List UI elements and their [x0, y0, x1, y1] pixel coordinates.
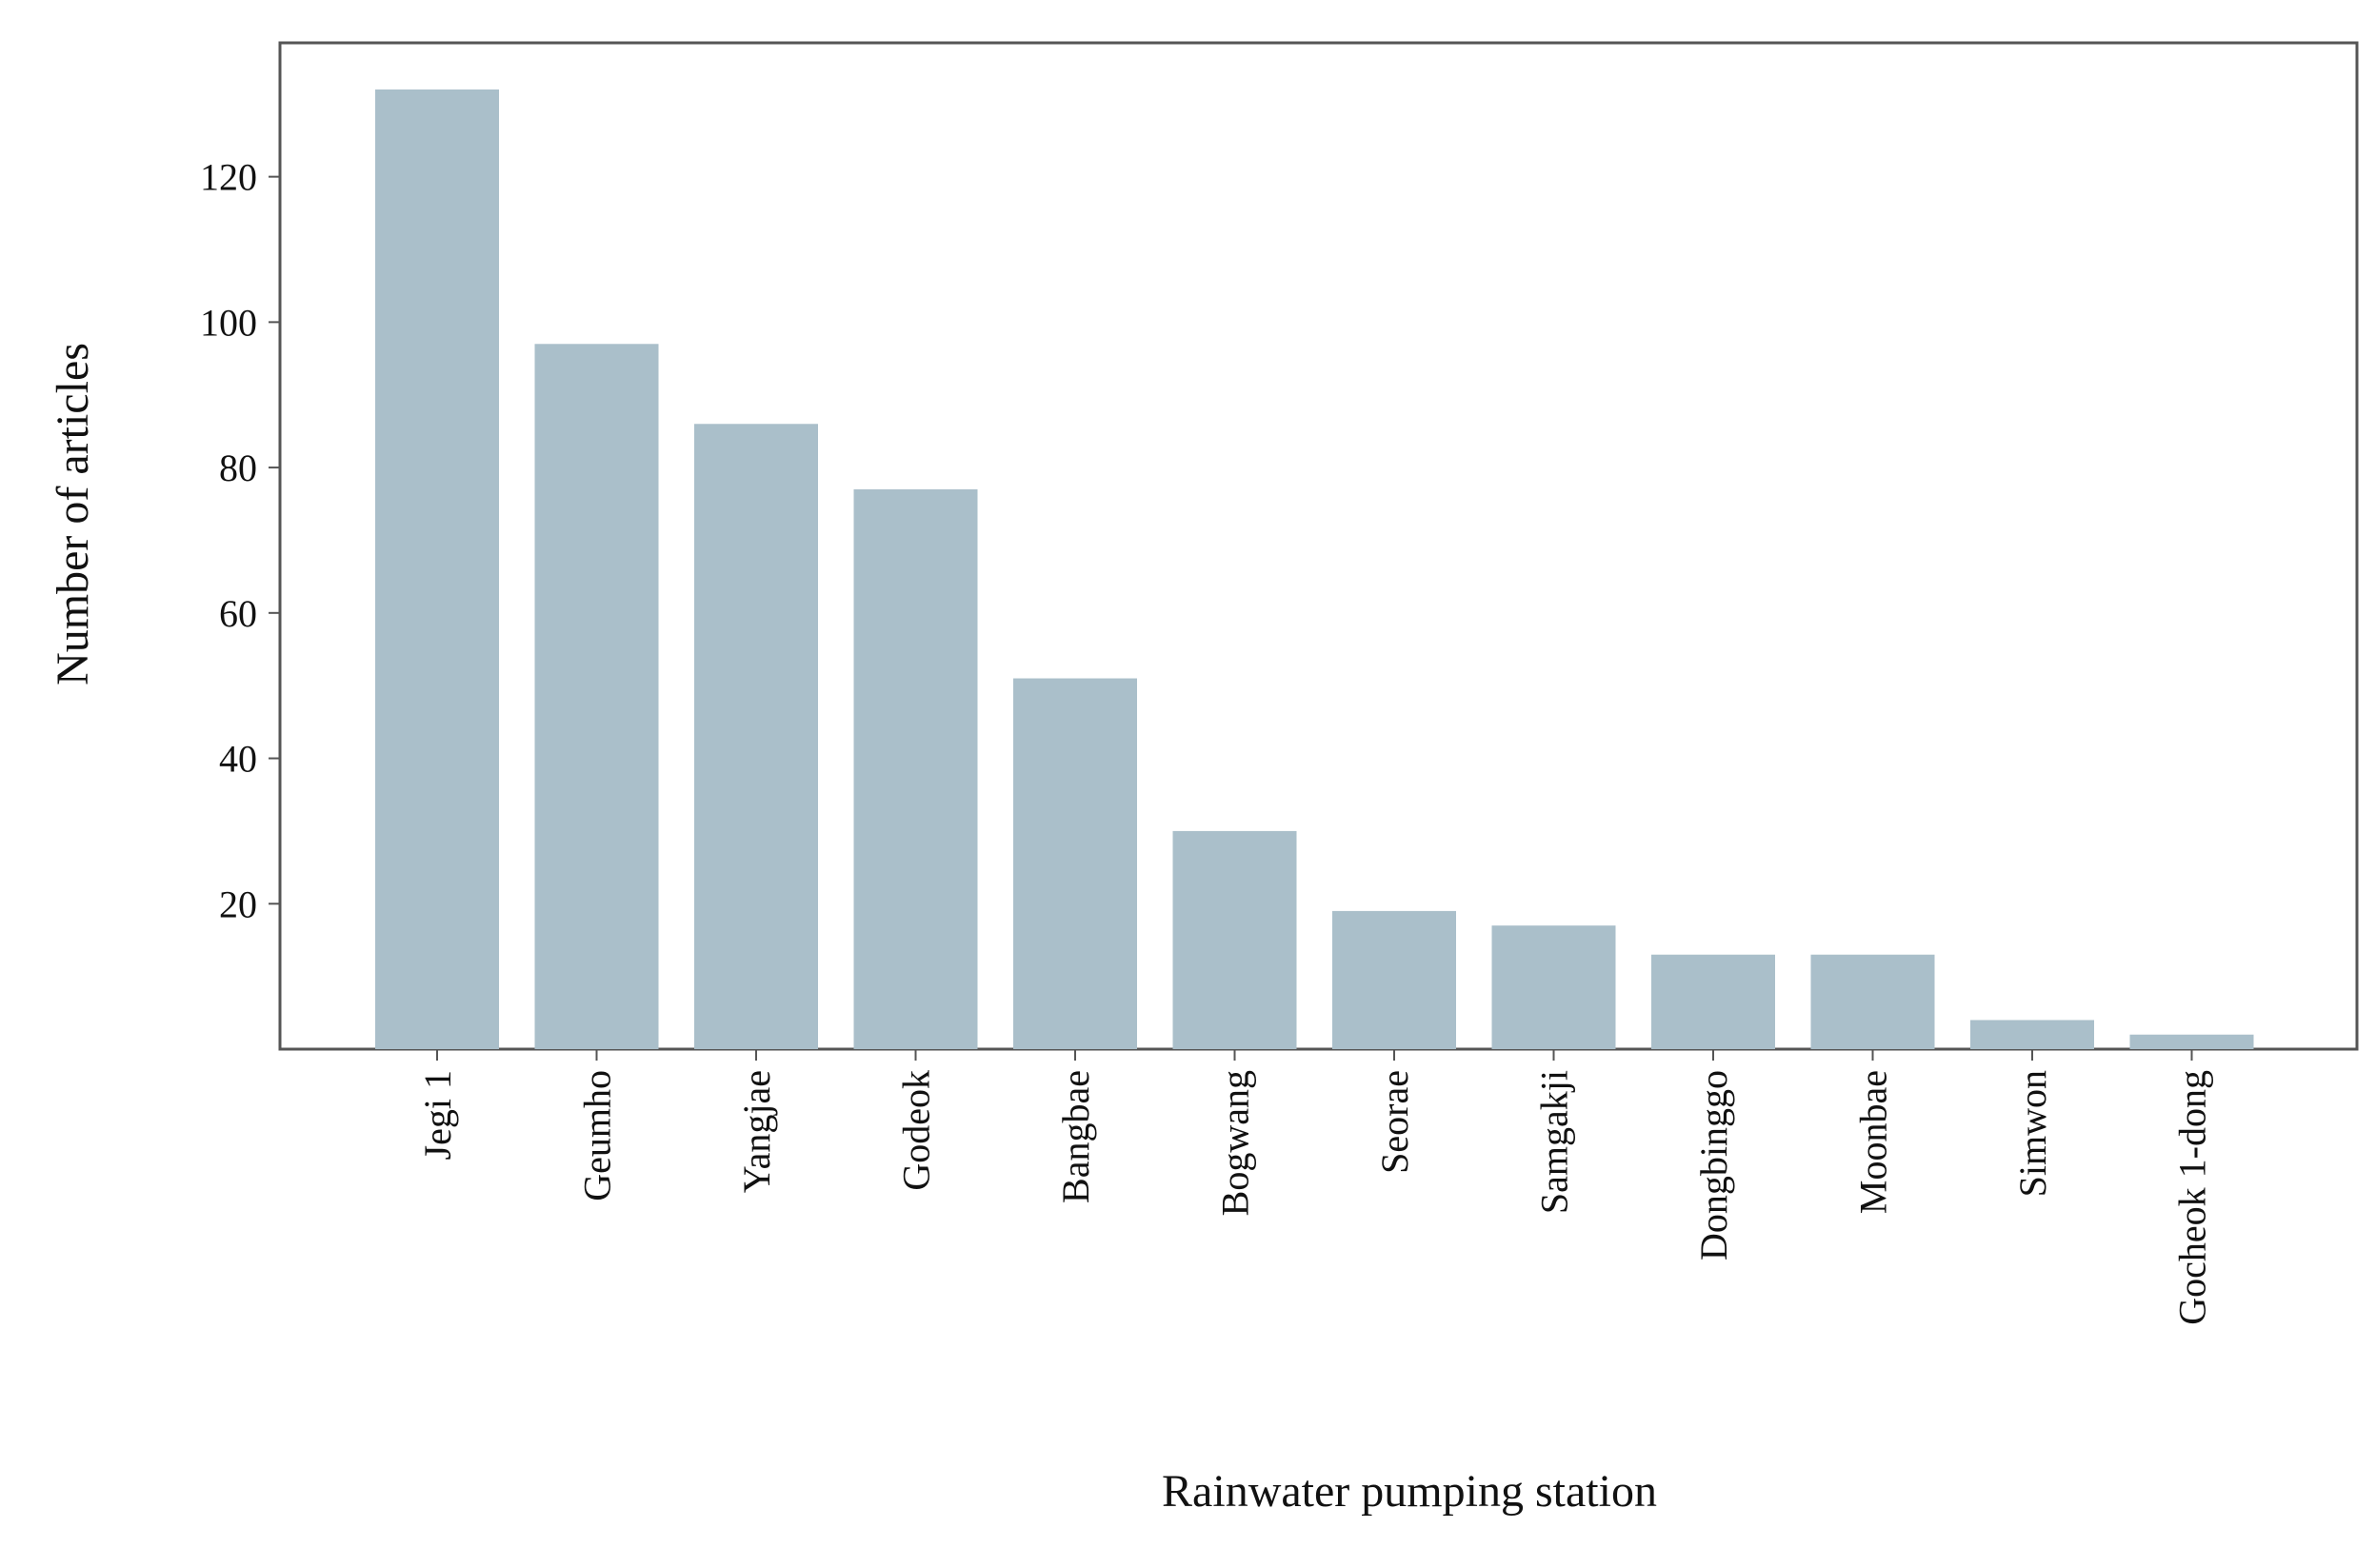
bars [375, 89, 2254, 1050]
x-tick-label: Bogwang [1214, 1070, 1257, 1216]
x-tick-label: Simwon [2011, 1070, 2054, 1197]
y-tick-label: 60 [219, 592, 257, 635]
x-tick-label: Geumho [576, 1070, 619, 1201]
y-tick-label: 80 [219, 447, 257, 489]
bar-gocheok-1-dong [2129, 1034, 2254, 1049]
bar-godeok [853, 489, 978, 1049]
x-tick-label: Gocheok 1-dong [2171, 1070, 2214, 1325]
x-tick-label: Yangjae [735, 1070, 778, 1193]
y-tick-label: 120 [200, 156, 257, 199]
x-tick-label: Jegi 1 [416, 1070, 459, 1160]
y-tick-label: 100 [200, 301, 257, 344]
x-tick-label: Moonbae [1852, 1070, 1895, 1214]
x-axis-category-labels: Jegi 1 Geumho Yangjae Godeok Bangbae Bogwang S… [416, 1049, 2214, 1325]
bar-jegi-1 [375, 89, 499, 1049]
x-axis-title: Rainwater pumping station [1162, 1466, 1657, 1517]
plot-frame [278, 41, 2359, 1051]
bar-bangbae [1013, 678, 1137, 1049]
x-tick-label: Samgakji [1533, 1070, 1576, 1214]
bar-samgakji [1491, 925, 1616, 1049]
bar-moonbae [1810, 954, 1935, 1049]
x-tick-label: Godeok [895, 1070, 938, 1191]
bar-bogwang [1172, 830, 1297, 1049]
y-axis-ticks: 20 40 60 80 100 120 [200, 156, 280, 925]
x-tick-label: Seorae [1373, 1070, 1416, 1174]
y-axis-title: Number of articles [48, 343, 98, 685]
bar-seorae [1332, 910, 1456, 1049]
y-tick-label: 20 [219, 883, 257, 925]
y-tick-label: 40 [219, 738, 257, 781]
x-tick-label: Bangbae [1054, 1070, 1097, 1203]
x-tick-label: Dongbinggo [1692, 1070, 1735, 1260]
bar-simwon [1970, 1020, 2094, 1049]
bar-yangjae [694, 424, 818, 1050]
bar-dongbinggo [1651, 954, 1775, 1049]
bar-geumho [534, 344, 659, 1050]
